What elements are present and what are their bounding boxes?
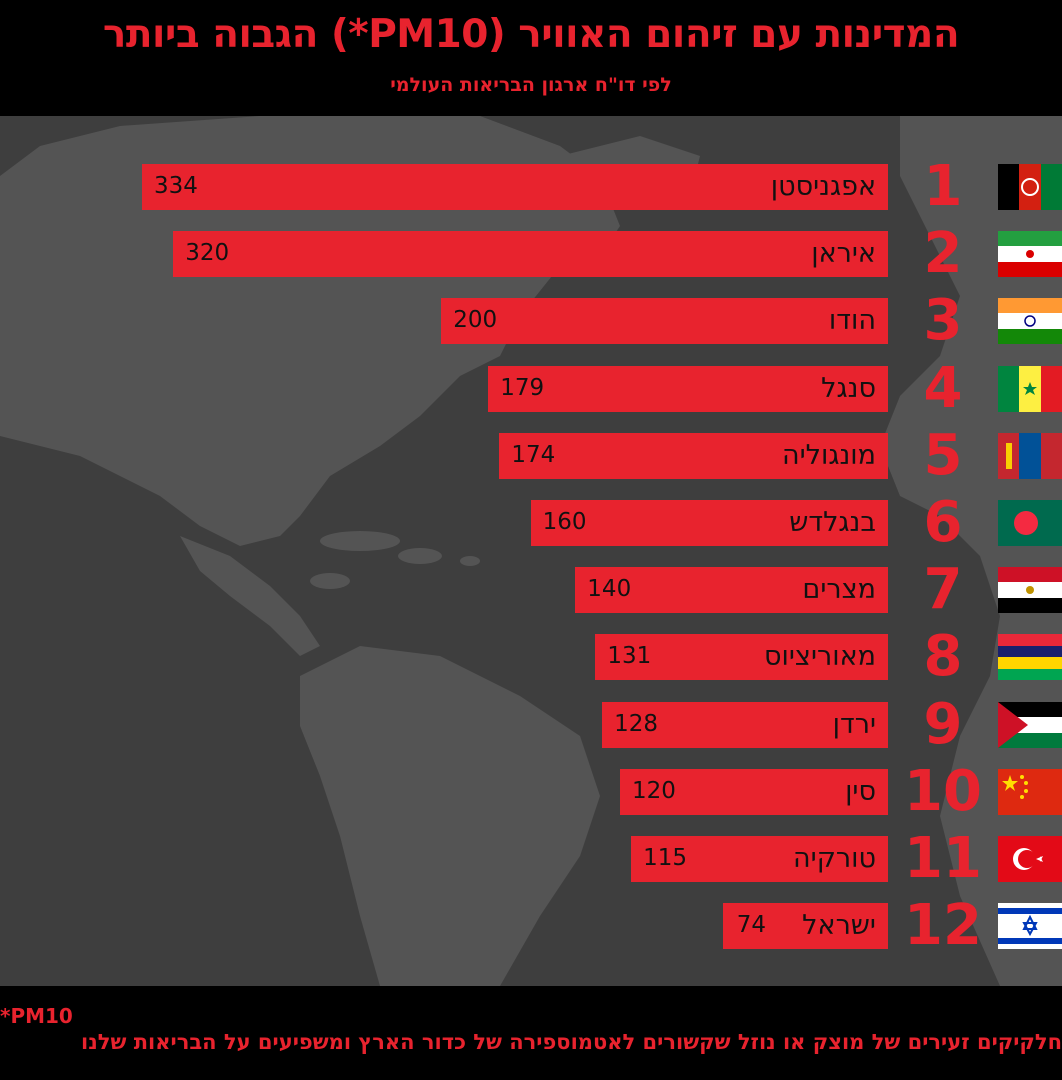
value-label: 115 [643,845,688,871]
rank-label: 9 [923,692,963,757]
chart-row: איראן 320 2 [0,223,1062,285]
value-label: 334 [154,173,198,199]
header: המדינות עם זיהום האוויר (PM10*) הגבוה בי… [0,0,1062,116]
bar: סנגל 179 [488,366,888,412]
country-label: בנגלדש [789,507,876,538]
india-flag-icon [998,298,1062,344]
bar: אפגניסטן 334 [142,164,888,210]
turkey-flag-icon [998,836,1062,882]
chart-row: בנגלדש 160 6 [0,492,1062,554]
chart-row: אפגניסטן 334 1 [0,156,1062,218]
world-map-background [0,116,1062,986]
iran-flag-icon [998,231,1062,277]
afghanistan-flag-icon [998,164,1062,210]
country-label: ירדן [832,709,876,740]
rank-label: 12 [904,893,982,958]
rank-label: 2 [923,221,963,286]
bar: הודו 200 [441,298,888,344]
bar: מאוריציוס 131 [595,634,888,680]
rank-label: 6 [923,490,963,555]
chart-row: ישראל 74 12 [0,895,1062,957]
chart-row: סין 120 10 [0,761,1062,823]
country-label: הודו [828,305,876,336]
chart-row: הודו 200 3 [0,290,1062,352]
rank-label: 10 [904,759,982,824]
rank-label: 5 [923,423,963,488]
value-label: 120 [631,778,676,804]
mauritius-flag-icon [998,634,1062,680]
value-label: 140 [587,576,632,602]
chart-title: המדינות עם זיהום האוויר (PM10*) הגבוה בי… [102,12,960,57]
value-label: 174 [511,442,556,468]
rank-label: 3 [923,288,963,353]
rank-label: 7 [923,557,963,622]
bar: ישראל 74 [722,903,888,949]
bangladesh-flag-icon [998,500,1062,546]
bar: מצרים 140 [575,567,888,613]
chart-row: מאוריציוס 131 8 [0,626,1062,688]
chart-row: מונגוליה 174 5 [0,425,1062,487]
country-label: ישראל [802,910,876,941]
bar: איראן 320 [173,231,888,277]
rank-label: 8 [923,624,963,689]
bar: בנגלדש 160 [530,500,888,546]
country-label: מאוריציוס [764,641,876,672]
value-label: 160 [542,509,587,535]
chart-row: מצרים 140 7 [0,559,1062,621]
value-label: 131 [607,643,652,669]
rank-label: 4 [923,356,963,421]
egypt-flag-icon [998,567,1062,613]
country-label: איראן [811,238,876,269]
footnote-title: *PM10 [0,1004,73,1028]
footer [0,986,1062,1080]
chart-row: טורקיה 115 11 [0,828,1062,890]
country-label: אפגניסטן [770,171,876,202]
country-label: טורקיה [793,843,876,874]
footnote-text: חלקיקים זעירים של מוצק או נוזל שקשורים ל… [81,1030,1062,1054]
country-label: סנגל [821,373,876,404]
israel-flag-icon [998,903,1062,949]
bar: מונגוליה 174 [499,433,888,479]
chart-row: ירדן 128 9 [0,694,1062,756]
value-label: 320 [185,240,230,266]
value-label: 74 [736,912,766,938]
china-flag-icon [998,769,1062,815]
country-label: סין [845,776,876,807]
rank-label: 11 [904,826,982,891]
mongolia-flag-icon [998,433,1062,479]
value-label: 179 [500,375,545,401]
value-label: 128 [614,711,658,737]
chart-subtitle: לפי דו"ח ארגון הבריאות העולמי [390,74,672,96]
rank-label: 1 [923,154,963,219]
country-label: מצרים [802,574,876,605]
value-label: 200 [453,307,498,333]
chart-row: סנגל 179 4 [0,358,1062,420]
country-label: מונגוליה [781,440,876,471]
jordan-flag-icon [998,702,1062,748]
bar: טורקיה 115 [631,836,888,882]
bar: ירדן 128 [602,702,888,748]
bar: סין 120 [619,769,888,815]
senegal-flag-icon [998,366,1062,412]
